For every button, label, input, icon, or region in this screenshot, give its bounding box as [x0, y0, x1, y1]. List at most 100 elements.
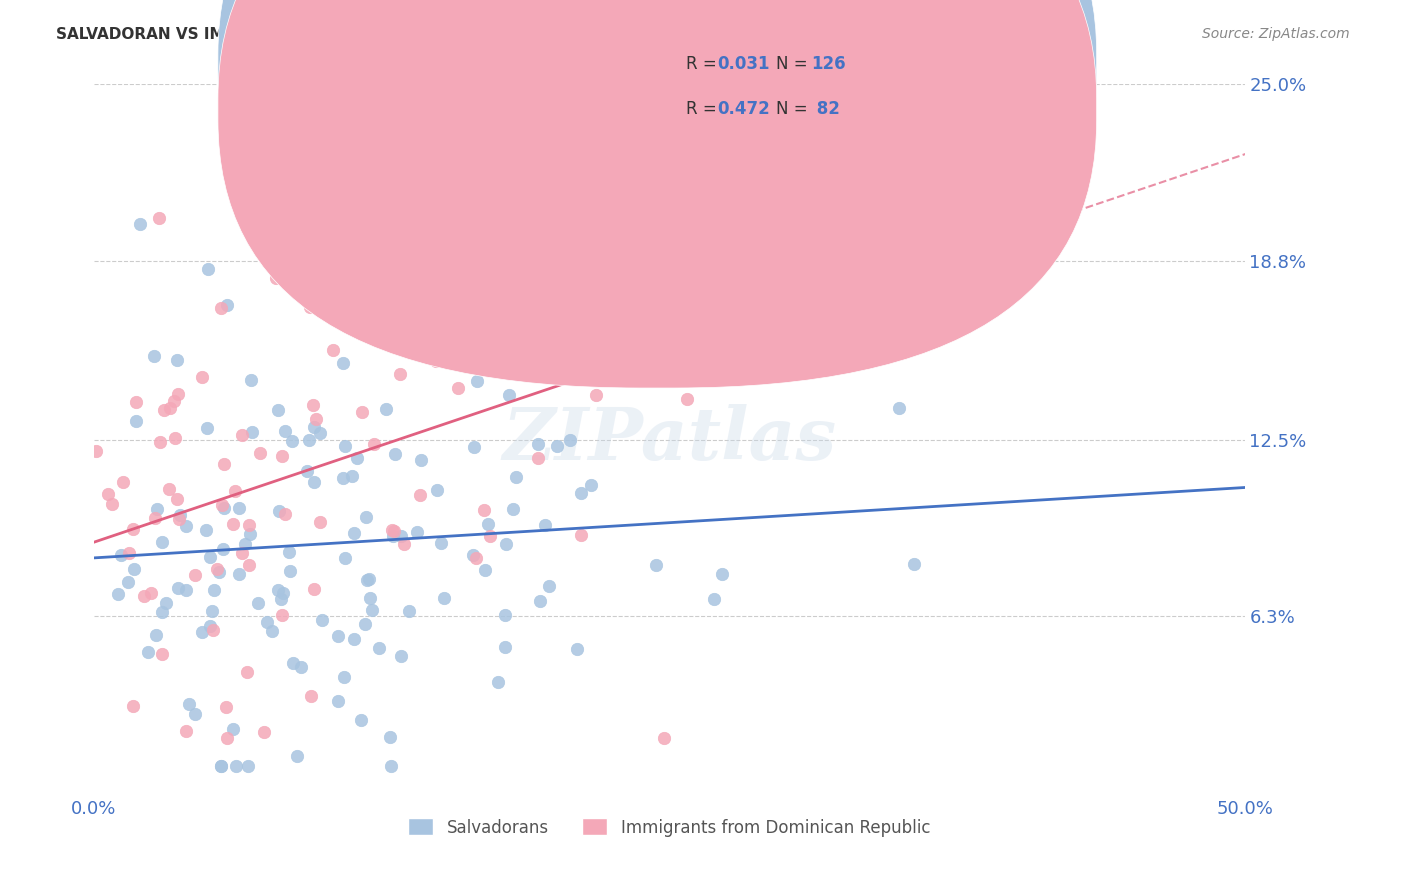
Point — [332, 471, 354, 485]
Point — [703, 591, 725, 606]
Point — [356, 573, 378, 587]
Point — [382, 529, 405, 543]
Point — [527, 451, 550, 466]
Point — [380, 759, 402, 773]
Text: N =: N = — [776, 55, 813, 73]
Point — [460, 272, 482, 286]
Point — [408, 488, 430, 502]
Point — [152, 402, 174, 417]
Point — [163, 431, 186, 445]
Point — [239, 527, 262, 541]
Point — [110, 549, 132, 563]
Point — [246, 596, 269, 610]
Point — [122, 522, 145, 536]
Point — [335, 438, 357, 452]
Point — [398, 604, 420, 618]
Point — [148, 211, 170, 225]
Point — [209, 759, 232, 773]
Point — [198, 549, 221, 564]
Point — [357, 573, 380, 587]
Point — [302, 475, 325, 489]
Point — [579, 477, 602, 491]
Point — [527, 437, 550, 451]
Point — [389, 258, 412, 272]
Point — [195, 421, 218, 435]
Point — [270, 591, 292, 606]
Point — [301, 398, 323, 412]
Point — [498, 388, 520, 402]
Point — [249, 445, 271, 459]
Text: 126: 126 — [811, 55, 846, 73]
Point — [202, 583, 225, 598]
Point — [350, 713, 373, 727]
Point — [392, 537, 415, 551]
Point — [299, 301, 322, 315]
Point — [238, 518, 260, 533]
Point — [474, 503, 496, 517]
Point — [267, 403, 290, 417]
Point — [384, 446, 406, 460]
Point — [271, 586, 294, 600]
Point — [302, 419, 325, 434]
Point — [461, 548, 484, 562]
Point — [440, 299, 463, 313]
Point — [274, 424, 297, 438]
Point — [328, 629, 350, 643]
Point — [420, 294, 443, 309]
Point — [340, 469, 363, 483]
Point — [150, 605, 173, 619]
Point — [191, 625, 214, 640]
Point — [425, 354, 447, 368]
Point — [101, 497, 124, 511]
Text: R =: R = — [686, 100, 723, 118]
Point — [238, 558, 260, 573]
Point — [494, 608, 516, 623]
Point — [222, 722, 245, 736]
Point — [311, 613, 333, 627]
Point — [174, 724, 197, 739]
Point — [537, 579, 560, 593]
Point — [143, 349, 166, 363]
Point — [477, 220, 499, 235]
Point — [710, 567, 733, 582]
Point — [495, 537, 517, 551]
Point — [169, 508, 191, 523]
Point — [163, 394, 186, 409]
Point — [350, 405, 373, 419]
Point — [297, 464, 319, 478]
Text: ZIPatlas: ZIPatlas — [502, 404, 837, 475]
Point — [122, 699, 145, 714]
Point — [212, 541, 235, 556]
Point — [381, 319, 404, 334]
Point — [112, 475, 135, 490]
Point — [231, 546, 253, 560]
Text: SALVADORAN VS IMMIGRANTS FROM DOMINICAN REPUBLIC SINGLE MOTHER HOUSEHOLDS CORREL: SALVADORAN VS IMMIGRANTS FROM DOMINICAN … — [56, 27, 1024, 42]
Point — [215, 731, 238, 745]
Point — [198, 619, 221, 633]
Point — [354, 617, 377, 632]
Point — [278, 564, 301, 578]
Point — [463, 440, 485, 454]
Point — [238, 759, 260, 773]
Point — [309, 426, 332, 441]
Point — [194, 523, 217, 537]
Legend: Salvadorans, Immigrants from Dominican Republic: Salvadorans, Immigrants from Dominican R… — [402, 812, 936, 843]
Point — [253, 724, 276, 739]
Point — [430, 536, 453, 550]
Point — [346, 451, 368, 466]
Point — [167, 386, 190, 401]
Point — [242, 425, 264, 440]
Point — [887, 401, 910, 415]
Point — [159, 401, 181, 415]
Point — [228, 566, 250, 581]
Point — [426, 483, 449, 497]
Point — [207, 562, 229, 576]
Point — [139, 586, 162, 600]
Text: 82: 82 — [811, 100, 841, 118]
Point — [200, 604, 222, 618]
Point — [215, 298, 238, 312]
Point — [505, 470, 527, 484]
Point — [375, 402, 398, 417]
Point — [336, 252, 359, 266]
Point — [281, 657, 304, 671]
